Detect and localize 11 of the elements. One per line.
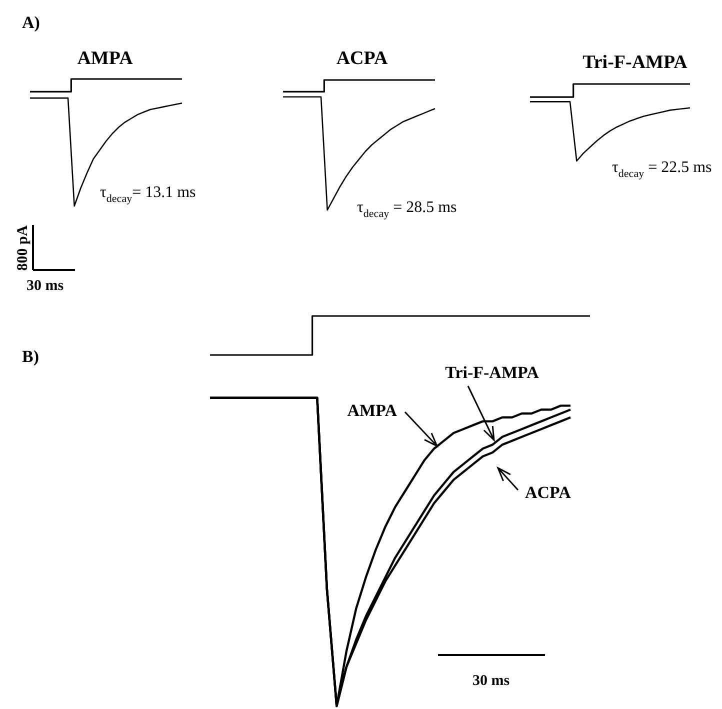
text: 800 pA [15,225,31,271]
text: 30 ms [26,278,64,294]
text: B) [22,347,39,366]
text: A) [22,13,40,32]
series-label: AMPA [347,401,398,420]
chart-title: AMPA [77,48,134,69]
annotation: 30 ms [472,673,510,689]
chart-title: ACPA [336,48,388,69]
chart-title: Tri-F-AMPA [582,52,688,73]
text: Tri-F-AMPA [445,363,540,382]
text: ACPA [525,483,572,502]
